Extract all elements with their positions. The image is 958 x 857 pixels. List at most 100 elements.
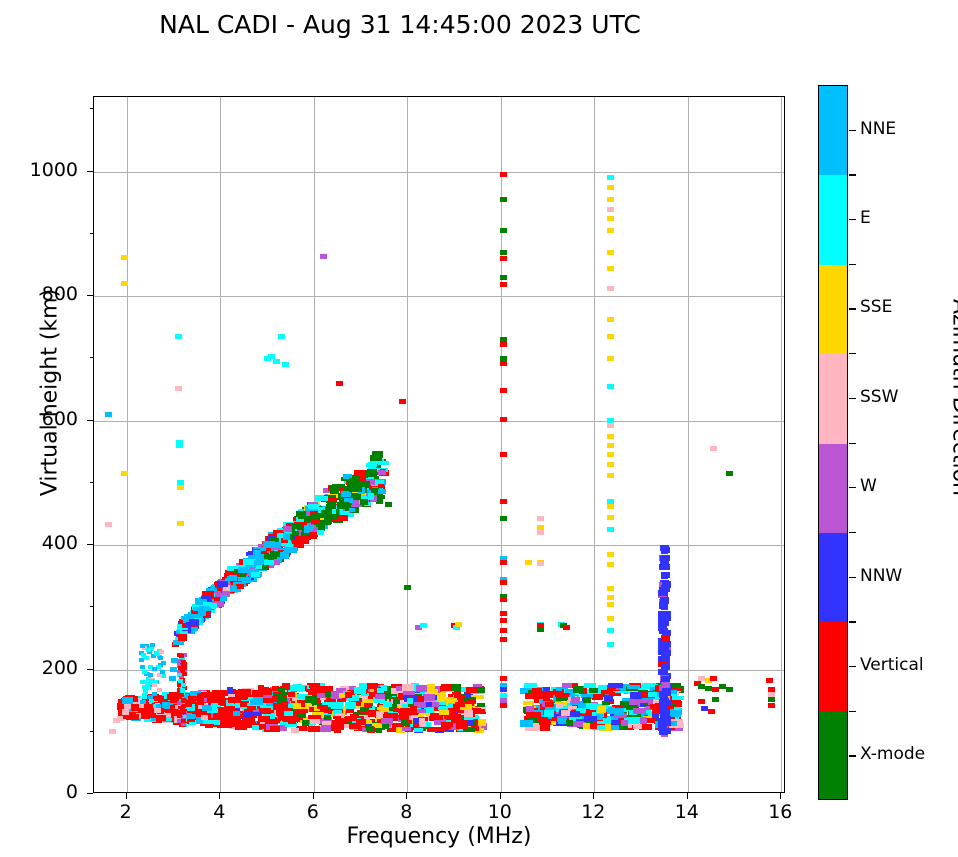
data-point — [651, 713, 659, 720]
data-point — [320, 686, 333, 693]
data-point — [618, 724, 629, 731]
data-point — [467, 720, 474, 726]
data-point — [281, 683, 290, 690]
data-point — [438, 715, 451, 720]
colorbar-label-ssw: SSW — [860, 386, 899, 407]
data-point — [179, 688, 185, 693]
data-point — [326, 497, 337, 503]
data-point — [434, 704, 441, 712]
data-point — [407, 700, 417, 708]
data-point — [639, 723, 653, 730]
y-tick-label: 800 — [41, 283, 78, 306]
data-point — [176, 480, 184, 486]
data-point — [499, 698, 507, 704]
x-tick-label: 14 — [674, 801, 699, 823]
data-point — [658, 668, 668, 675]
data-point — [292, 530, 300, 536]
data-point — [177, 634, 187, 641]
data-point — [399, 713, 409, 721]
data-point — [668, 710, 681, 717]
data-point — [256, 556, 266, 562]
data-point — [620, 683, 631, 691]
colorbar-tick — [849, 308, 856, 310]
data-point — [334, 716, 341, 721]
data-point — [564, 693, 575, 698]
data-point — [580, 693, 593, 699]
data-point — [643, 700, 651, 707]
data-point — [290, 523, 298, 530]
data-point — [416, 685, 428, 692]
x-tick — [406, 793, 408, 799]
data-point — [192, 613, 203, 618]
data-point — [311, 518, 321, 524]
data-point — [160, 660, 166, 665]
data-point — [362, 698, 375, 704]
data-point — [344, 498, 353, 503]
colorbar-tick — [849, 129, 856, 131]
data-point — [596, 713, 604, 721]
data-point — [499, 693, 507, 699]
data-point — [658, 615, 668, 622]
data-point — [525, 559, 533, 565]
x-gridline — [407, 97, 409, 792]
data-point — [337, 697, 346, 703]
data-point — [260, 687, 271, 695]
data-point — [231, 588, 242, 593]
y-axis-title: Virtual height (km) — [37, 288, 63, 497]
y-minor-tick — [89, 481, 93, 483]
data-point — [294, 523, 303, 529]
data-point — [661, 687, 671, 694]
data-point — [456, 694, 467, 701]
data-point — [345, 686, 357, 692]
data-point — [645, 717, 657, 724]
data-point — [229, 577, 242, 585]
data-point — [660, 571, 670, 578]
data-point — [418, 717, 426, 724]
data-point — [377, 483, 385, 489]
data-point — [202, 602, 214, 608]
data-point — [284, 703, 295, 708]
data-point — [537, 623, 545, 629]
data-point — [120, 471, 128, 476]
data-point — [658, 601, 668, 608]
data-point — [607, 433, 615, 439]
data-point — [122, 709, 130, 716]
data-point — [564, 688, 574, 694]
data-point — [476, 708, 485, 715]
data-point — [499, 579, 507, 585]
y-tick — [87, 793, 93, 794]
data-point — [707, 709, 715, 715]
data-point — [650, 683, 659, 688]
y-tick-label: 400 — [41, 532, 78, 555]
colorbar-segment — [819, 532, 847, 623]
data-point — [270, 726, 281, 733]
data-point — [161, 698, 169, 705]
data-point — [269, 537, 280, 542]
data-point — [320, 725, 331, 732]
data-point — [660, 697, 670, 704]
data-point — [170, 713, 178, 718]
data-point — [355, 718, 366, 726]
colorbar-segment — [819, 443, 847, 533]
y-gridline — [94, 545, 784, 547]
data-point — [499, 282, 507, 288]
data-point — [282, 362, 290, 368]
colorbar-label-e: E — [860, 208, 871, 229]
data-point — [255, 565, 262, 570]
data-point — [542, 691, 556, 698]
data-point — [436, 695, 445, 702]
data-point — [152, 680, 158, 685]
data-point — [116, 702, 128, 710]
data-point — [227, 697, 237, 703]
data-point — [552, 703, 563, 709]
data-point — [263, 697, 274, 704]
data-point — [382, 686, 393, 692]
data-point — [213, 719, 226, 726]
data-point — [290, 535, 298, 541]
data-point — [149, 698, 155, 703]
data-point — [175, 439, 183, 445]
data-point — [670, 687, 681, 692]
data-point — [388, 704, 397, 712]
y-minor-tick — [89, 730, 93, 732]
data-point — [263, 355, 271, 361]
